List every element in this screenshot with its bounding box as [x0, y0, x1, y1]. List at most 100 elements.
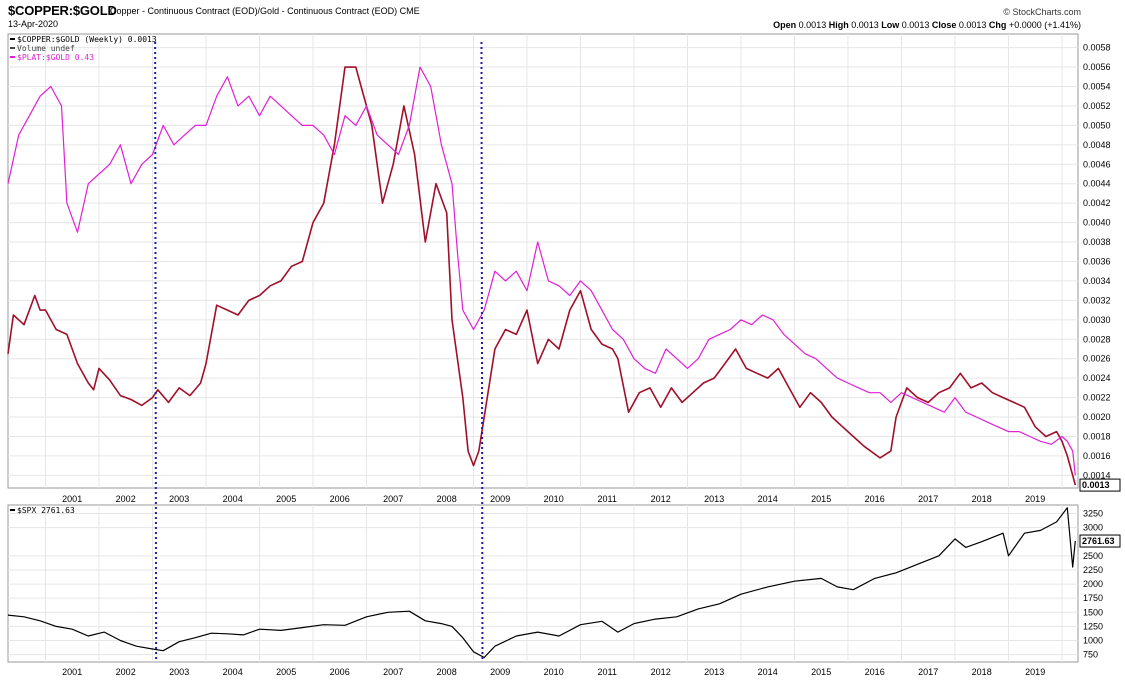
spx-x-tick-label: 2012	[651, 667, 671, 677]
spx-legend-entry: $SPX 2761.63	[17, 506, 75, 515]
vertical-marker-line	[480, 41, 484, 661]
top-y-tick-label: 0.0040	[1083, 218, 1111, 228]
top-x-tick-label: 2011	[598, 494, 617, 504]
top-y-tick-label: 0.0016	[1083, 451, 1111, 461]
top-x-tick-label: 2018	[972, 494, 992, 504]
close-value: 0.0013	[958, 20, 987, 30]
spx-x-tick-label: 2011	[598, 667, 617, 677]
top-y-tick-label: 0.0022	[1083, 393, 1111, 403]
close-label: Close	[931, 20, 957, 30]
spx-x-tick-label: 2017	[918, 667, 938, 677]
spx-x-tick-label: 2016	[865, 667, 885, 677]
copper-gold-line	[7, 66, 1077, 486]
top-y-tick-label: 0.0044	[1083, 179, 1111, 189]
top-y-tick-label: 0.0026	[1083, 354, 1111, 364]
plat-gold-line	[7, 66, 1076, 476]
spx-y-tick-label: 3250	[1083, 508, 1103, 518]
top-y-tick-label: 0.0046	[1083, 159, 1111, 169]
top-x-tick-label: 2001	[62, 494, 82, 504]
top-y-tick-label: 0.0042	[1083, 198, 1111, 208]
spx-line	[7, 507, 1076, 659]
spx-x-tick-label: 2003	[169, 667, 189, 677]
chg-value: +0.0000 (+1.41%)	[1008, 20, 1081, 30]
top-x-tick-label: 2006	[330, 494, 350, 504]
spx-x-tick-label: 2015	[811, 667, 831, 677]
spx-last-value-box	[1079, 534, 1121, 548]
spx-x-tick-label: 2001	[62, 667, 82, 677]
spx-last-value-label: 2761.63	[1082, 536, 1115, 546]
spx-x-tick-label: 2019	[1025, 667, 1045, 677]
top-x-tick-label: 2007	[383, 494, 403, 504]
spx-y-tick-label: 1250	[1083, 621, 1103, 631]
top-legend-entry: Volume undef	[17, 44, 75, 53]
spx-y-tick-label: 1750	[1083, 593, 1103, 603]
spx-y-tick-label: 2500	[1083, 551, 1103, 561]
spx-x-tick-label: 2004	[223, 667, 243, 677]
top-y-tick-label: 0.0038	[1083, 237, 1111, 247]
top-x-tick-label: 2016	[865, 494, 885, 504]
low-value: 0.0013	[901, 20, 930, 30]
low-label: Low	[881, 20, 900, 30]
spx-x-tick-label: 2002	[116, 667, 136, 677]
spx-x-tick-label: 2018	[972, 667, 992, 677]
spx-legend-swatch	[10, 509, 15, 511]
vertical-marker-line	[154, 41, 158, 661]
chg-label: Chg	[988, 20, 1007, 30]
top-y-tick-label: 0.0052	[1083, 101, 1111, 111]
top-last-value-label: 0.0013	[1082, 480, 1110, 490]
spx-y-tick-label: 3000	[1083, 523, 1103, 533]
top-legend-swatch	[10, 38, 15, 40]
spx-y-tick-label: 750	[1083, 650, 1098, 660]
brand-label[interactable]: © StockCharts.com	[1003, 7, 1081, 17]
top-y-tick-label: 0.0020	[1083, 412, 1111, 422]
spx-y-tick-label: 2000	[1083, 579, 1103, 589]
chart-description: Copper - Continuous Contract (EOD)/Gold …	[110, 6, 420, 16]
top-last-value-box	[1079, 478, 1121, 492]
top-x-tick-label: 2019	[1025, 494, 1045, 504]
top-x-tick-label: 2003	[169, 494, 189, 504]
top-y-tick-label: 0.0056	[1083, 62, 1111, 72]
top-y-tick-label: 0.0050	[1083, 120, 1111, 130]
top-x-tick-label: 2005	[276, 494, 296, 504]
top-y-tick-label: 0.0048	[1083, 140, 1111, 150]
spx-x-tick-label: 2014	[758, 667, 778, 677]
top-x-tick-label: 2015	[811, 494, 831, 504]
top-legend-entry: $PLAT:$GOLD 0.43	[17, 53, 94, 62]
top-x-tick-label: 2008	[437, 494, 457, 504]
spx-x-tick-label: 2008	[437, 667, 457, 677]
top-y-tick-label: 0.0032	[1083, 295, 1111, 305]
top-x-tick-label: 2004	[223, 494, 243, 504]
spx-plot-frame	[7, 504, 1079, 663]
spx-y-tick-label: 1000	[1083, 636, 1103, 646]
top-y-tick-label: 0.0034	[1083, 276, 1111, 286]
chart-title: $COPPER:$GOLD	[8, 3, 117, 18]
ohlc-readout: Open 0.0013 High 0.0013 Low 0.0013 Close…	[773, 20, 1081, 30]
spx-x-tick-label: 2006	[330, 667, 350, 677]
high-value: 0.0013	[851, 20, 879, 30]
top-y-tick-label: 0.0058	[1083, 43, 1111, 53]
top-legend-swatch	[10, 56, 15, 58]
top-y-tick-label: 0.0018	[1083, 431, 1111, 441]
spx-x-tick-label: 2005	[276, 667, 296, 677]
top-x-tick-label: 2013	[704, 494, 724, 504]
chart-date: 13-Apr-2020	[8, 19, 59, 29]
spx-x-tick-label: 2009	[490, 667, 510, 677]
top-y-tick-label: 0.0024	[1083, 373, 1111, 383]
spx-x-tick-label: 2010	[544, 667, 564, 677]
spx-y-tick-label: 1500	[1083, 607, 1103, 617]
open-label: Open	[773, 20, 797, 30]
spx-x-tick-label: 2007	[383, 667, 403, 677]
top-legend-entry: $COPPER:$GOLD (Weekly) 0.0013	[17, 35, 157, 44]
high-label: High	[828, 20, 849, 30]
top-y-tick-label: 0.0030	[1083, 315, 1111, 325]
spx-x-tick-label: 2013	[704, 667, 724, 677]
top-y-tick-label: 0.0028	[1083, 334, 1111, 344]
spx-y-tick-label: 2250	[1083, 565, 1103, 575]
top-x-tick-label: 2012	[651, 494, 671, 504]
top-legend-swatch	[10, 47, 15, 49]
top-x-tick-label: 2002	[116, 494, 136, 504]
top-x-tick-label: 2014	[758, 494, 778, 504]
top-x-tick-label: 2017	[918, 494, 938, 504]
top-x-tick-label: 2010	[544, 494, 564, 504]
